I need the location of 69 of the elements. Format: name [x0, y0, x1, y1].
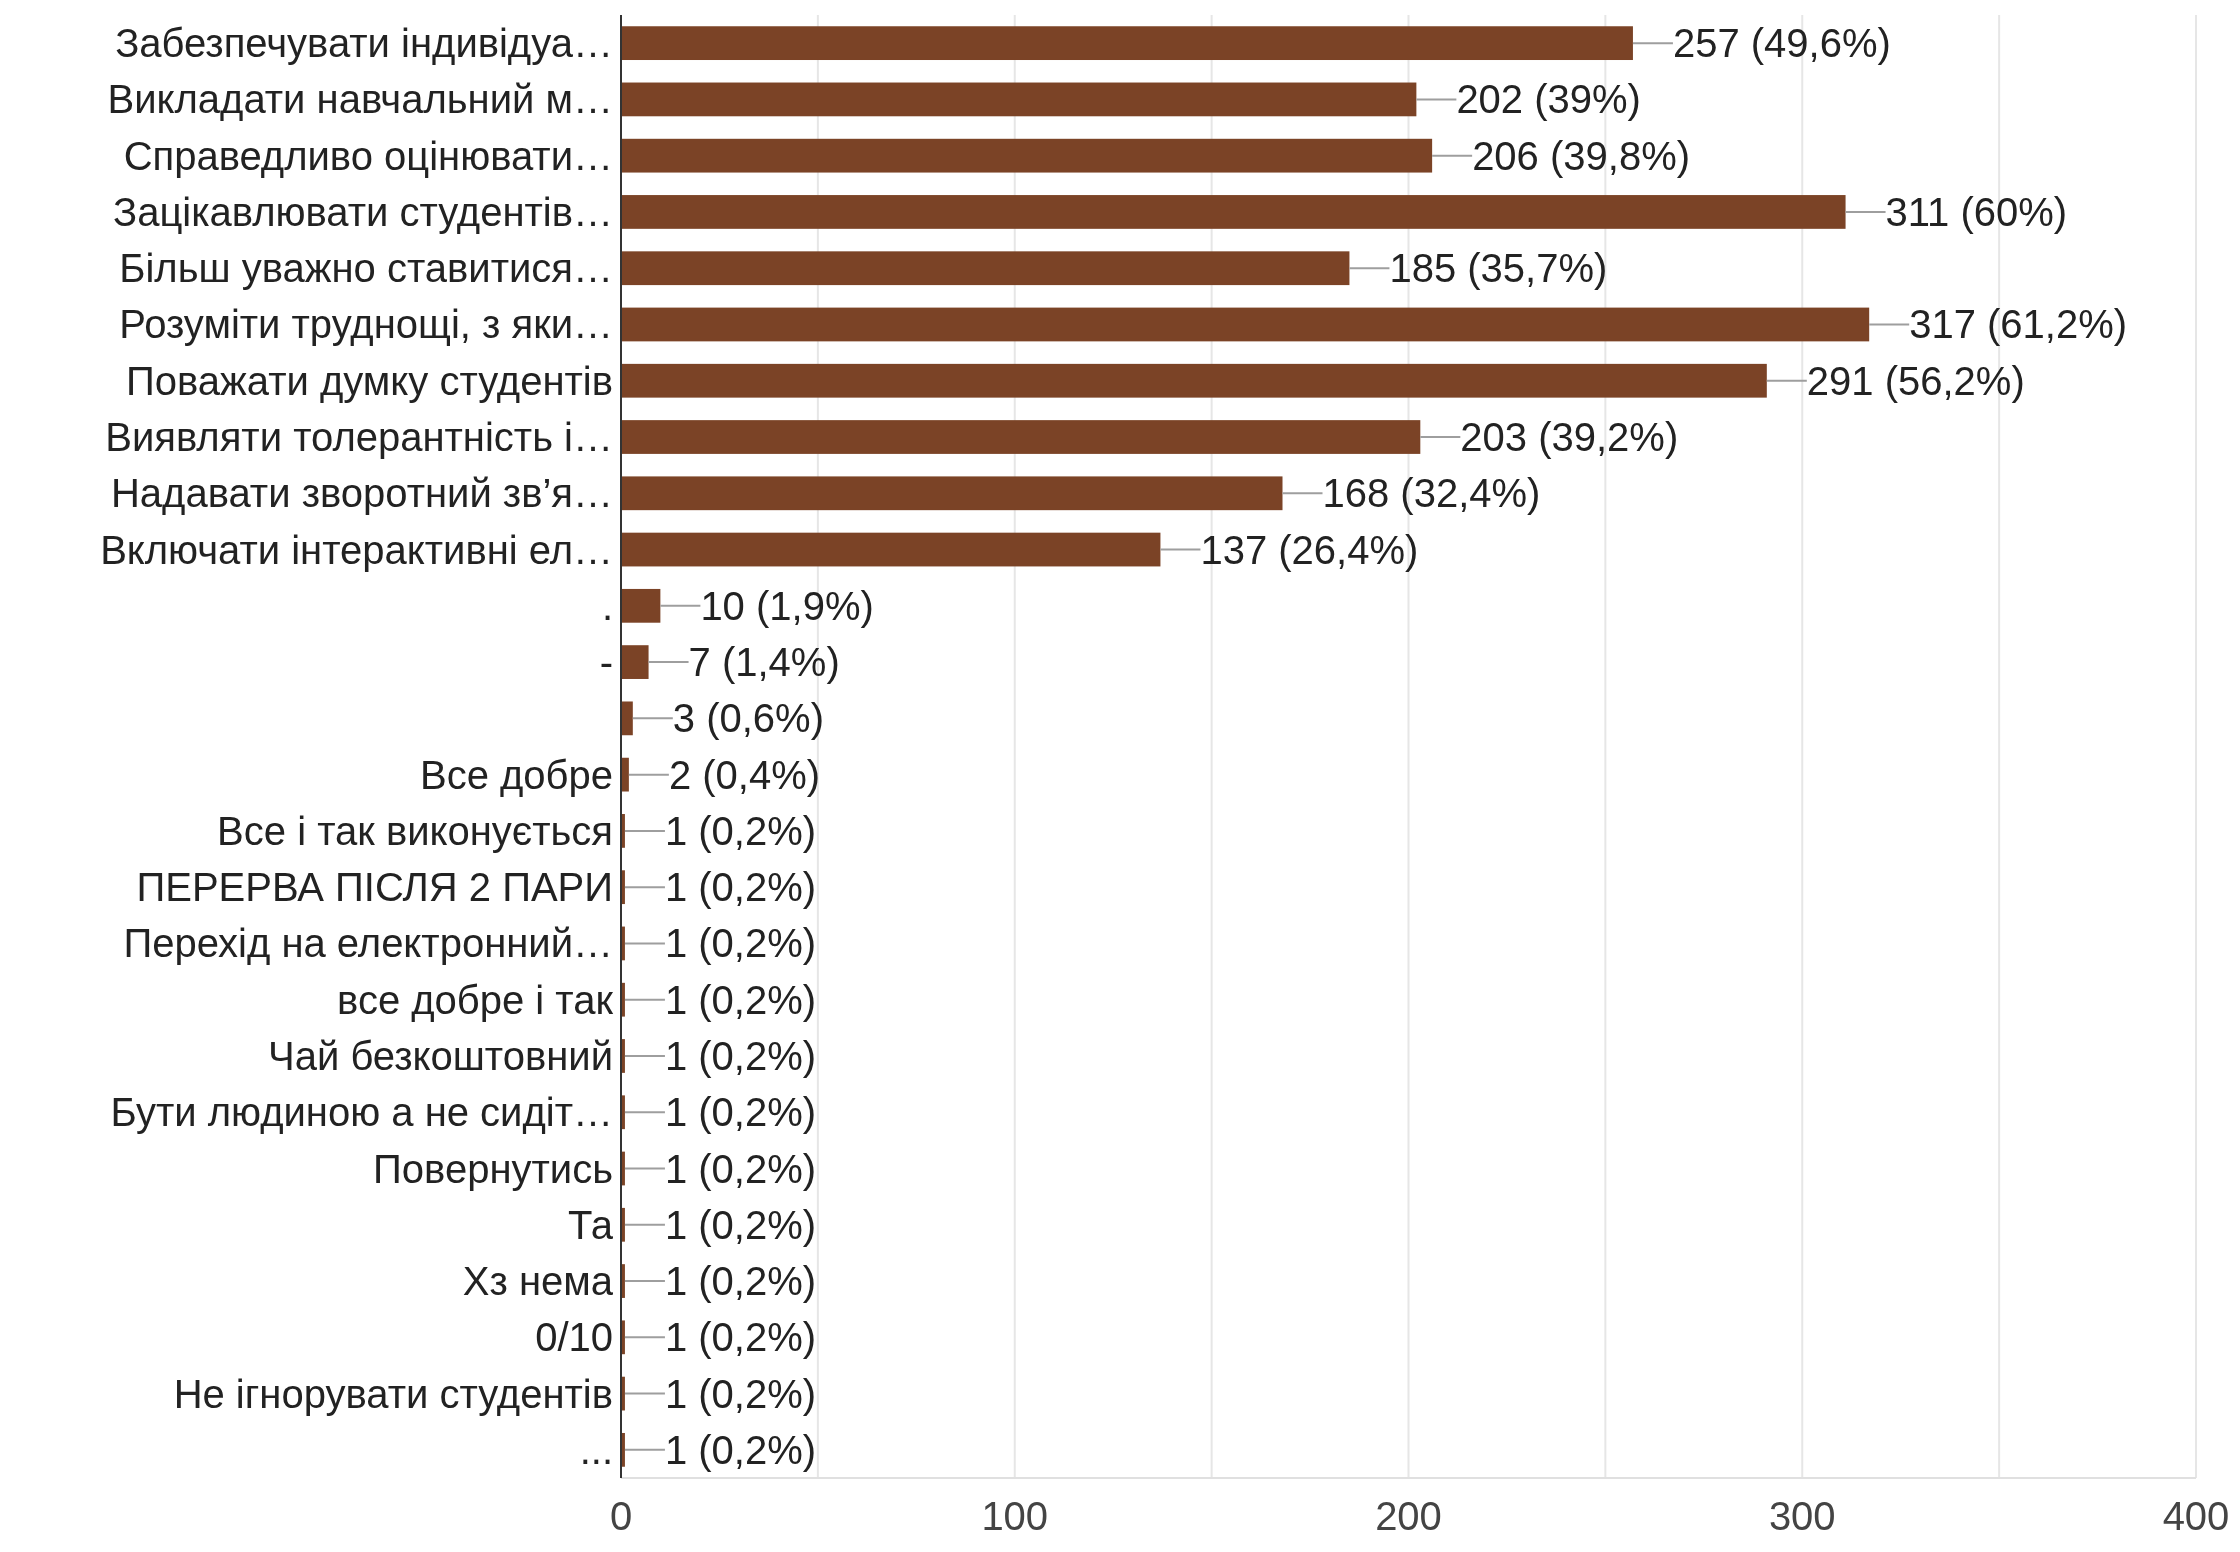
- data-label: 1 (0,2%): [664, 1090, 817, 1135]
- data-label: 1 (0,2%): [664, 1146, 817, 1191]
- x-tick-label: 400: [2162, 1494, 2230, 1538]
- y-tick-label: Перехід на електронний…: [123, 921, 613, 966]
- data-label: 7 (1,4%): [688, 640, 840, 685]
- y-tick-label: Повернутись: [373, 1146, 613, 1191]
- y-tick-label: Чай безкоштовний: [268, 1033, 613, 1078]
- y-tick-label: ...: [579, 1427, 613, 1472]
- data-label: 1 (0,2%): [664, 808, 817, 853]
- y-tick-label: Розуміти труднощі, з яки…: [119, 302, 613, 347]
- bar: [621, 195, 1846, 229]
- data-label: 2 (0,4%): [668, 752, 821, 797]
- data-label: 185 (35,7%): [1389, 246, 1608, 291]
- data-label: 168 (32,4%): [1322, 471, 1541, 516]
- bar: [621, 532, 1161, 567]
- data-label: 137 (26,4%): [1200, 527, 1419, 572]
- y-tick-label: Зацікавлювати студентів…: [112, 189, 613, 234]
- data-label: 1 (0,2%): [664, 921, 817, 966]
- data-label: 1 (0,2%): [664, 977, 817, 1022]
- bar: [621, 26, 1633, 61]
- y-tick-label: Викладати навчальний м…: [107, 77, 613, 122]
- bar: [621, 420, 1421, 454]
- y-tick-label: Включати інтерактивні ел…: [100, 527, 613, 572]
- y-tick-label: Бути людиною а не сидіт…: [110, 1090, 613, 1135]
- data-label: 203 (39,2%): [1460, 415, 1679, 460]
- y-tick-label: Надавати зворотний зв’я…: [110, 471, 613, 516]
- data-label: 1 (0,2%): [664, 1371, 817, 1416]
- bar: [621, 588, 661, 623]
- data-label: 206 (39,8%): [1472, 133, 1691, 178]
- bar: [621, 82, 1417, 117]
- data-label: 3 (0,6%): [672, 696, 824, 741]
- bar: [621, 645, 649, 679]
- y-tick-label: .: [601, 583, 613, 628]
- data-label: 1 (0,2%): [664, 1427, 817, 1472]
- y-tick-label: Забезпечувати індивідуа…: [115, 21, 613, 66]
- x-tick-label: 100: [981, 1494, 1049, 1538]
- y-tick-label: Не ігнорувати студентів: [173, 1371, 613, 1416]
- bar: [621, 138, 1433, 173]
- x-tick-label: 200: [1375, 1494, 1442, 1538]
- y-tick-label: Та: [568, 1202, 614, 1247]
- data-label: 317 (61,2%): [1909, 302, 2128, 347]
- bar: [621, 307, 1870, 342]
- data-label: 257 (49,6%): [1672, 21, 1891, 66]
- bar: [621, 251, 1350, 286]
- y-tick-label: Виявляти толерантність і…: [105, 415, 613, 460]
- data-label: 1 (0,2%): [664, 1202, 817, 1247]
- data-label: 10 (1,9%): [700, 583, 874, 628]
- data-label: 1 (0,2%): [664, 865, 817, 910]
- bar: [621, 363, 1767, 398]
- data-label: 311 (60%): [1885, 189, 2068, 234]
- data-label: 291 (56,2%): [1806, 358, 2025, 403]
- bar: [621, 701, 633, 736]
- data-label: 1 (0,2%): [664, 1033, 817, 1078]
- y-tick-label: Поважати думку студентів: [126, 358, 613, 403]
- y-tick-label: Все добре: [419, 752, 613, 797]
- data-label: 1 (0,2%): [664, 1315, 817, 1360]
- y-tick-label: Все і так виконується: [217, 808, 613, 853]
- bar: [621, 476, 1283, 511]
- y-tick-label: Справедливо оцінювати…: [123, 133, 613, 178]
- y-tick-label: -: [599, 640, 613, 685]
- x-tick-label: 0: [609, 1494, 633, 1538]
- x-tick-label: 300: [1768, 1494, 1836, 1538]
- y-tick-label: Хз нема: [462, 1259, 614, 1304]
- y-tick-label: ПЕРЕРВА ПІСЛЯ 2 ПАРИ: [136, 865, 613, 910]
- y-tick-label: 0/10: [535, 1315, 613, 1360]
- y-tick-label: все добре і так: [337, 977, 614, 1022]
- y-tick-label: Більш уважно ставитися…: [119, 246, 613, 291]
- data-label: 1 (0,2%): [664, 1259, 817, 1304]
- data-label: 202 (39%): [1456, 77, 1641, 122]
